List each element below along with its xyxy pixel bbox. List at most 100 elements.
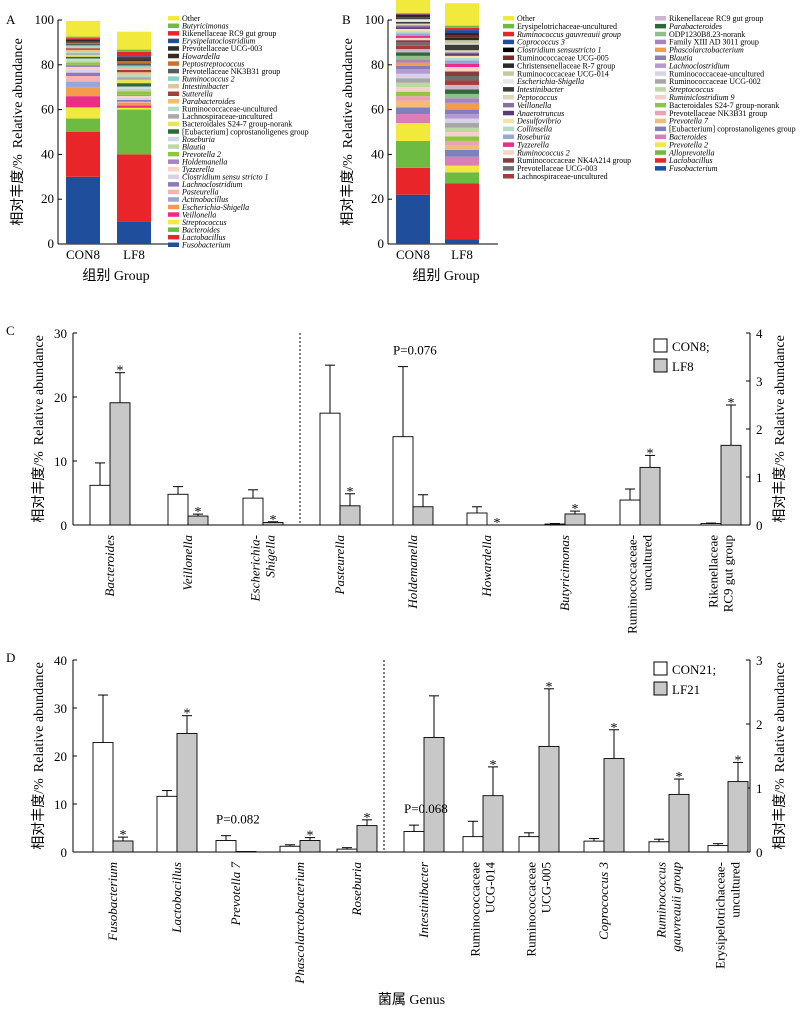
legend-swatch (168, 83, 179, 89)
legend-swatch (655, 79, 666, 84)
category-label: RC9 gut group (721, 535, 736, 612)
legend-label: [Eubacterium] coprostanoligenes group (182, 127, 309, 136)
category-label: Erysipelotrichaceae- (713, 862, 728, 969)
legend-label: CON8; (672, 339, 710, 354)
right-tick-label: 3 (756, 374, 763, 389)
stack-segment (445, 30, 479, 34)
stack-segment (117, 59, 151, 61)
stack-segment (396, 18, 430, 20)
legend-swatch (168, 99, 179, 104)
stack-segment (66, 46, 100, 49)
category-label: Lactobacillus (169, 862, 184, 934)
legend-label: Lachnospiraceae-uncultured (517, 172, 608, 181)
legend-label: Ruminococcaceae-uncultured (669, 69, 764, 78)
legend-swatch (503, 31, 514, 37)
legend-swatch (168, 242, 179, 247)
stack-segment (445, 114, 479, 119)
stack-segment (396, 14, 430, 16)
legend-swatch (655, 166, 666, 171)
category-label: uncultured (640, 535, 655, 591)
stack-segment (66, 60, 100, 63)
left-tick-label: 10 (54, 454, 67, 469)
legend-label: LF21 (672, 682, 700, 697)
legend-swatch (168, 38, 179, 44)
category-label: Coprococcus 3 (596, 862, 611, 940)
legend-label: Blautia (182, 142, 206, 151)
legend-label: Roseburia (181, 135, 215, 144)
legend-swatch (168, 234, 179, 240)
stack-segment (66, 51, 100, 54)
treatment-bar (538, 745, 560, 853)
control-bar (403, 831, 425, 853)
category-label: Shigella (263, 535, 278, 578)
category-label: UCG-005 (539, 862, 554, 913)
legend-label: Lactobacillus (668, 156, 713, 165)
right-y-axis-label-C: 相对丰度/% Relative abundance (772, 335, 788, 523)
legend-swatch (655, 118, 666, 124)
legend-swatch (168, 174, 179, 180)
panel-label-D: D (6, 650, 15, 665)
treatment-bar (356, 825, 378, 853)
stack-segment (66, 62, 100, 65)
legend-swatch (168, 121, 179, 127)
stack-segment (117, 74, 151, 78)
legend-label: Ruminococcaceae UCG-002 (669, 77, 761, 86)
legend-swatch (168, 159, 179, 164)
legend-label: Peptococcus (516, 93, 557, 102)
legend-swatch (168, 136, 179, 142)
y-axis-label-cn: 相对丰度/% (31, 778, 47, 850)
control-bar (648, 841, 670, 853)
y-axis-label-cn: 相对丰度/% (772, 451, 788, 523)
category-label: Roseburia (349, 862, 364, 917)
stack-segment (445, 43, 479, 45)
stack-segment (117, 154, 151, 222)
legend-swatch (168, 23, 179, 29)
legend-label: Tyzzerella (182, 165, 214, 174)
legend-swatch (503, 79, 514, 84)
category-label: Ruminococcus (654, 862, 669, 939)
legend-swatch (168, 53, 179, 59)
stack-segment (445, 93, 479, 99)
p-value-annotation: P=0.076 (393, 343, 437, 358)
legend-label: Family XIII AD 3011 group (669, 38, 759, 47)
stack-segment (117, 69, 151, 73)
significance-marker: * (728, 396, 735, 411)
control-bar (242, 497, 264, 526)
stack-segment (396, 23, 430, 26)
stack-segment (66, 118, 100, 132)
stack-segment (445, 239, 479, 244)
legend-swatch (168, 197, 179, 202)
y-tick-label: 40 (371, 146, 384, 161)
stack-segment (445, 132, 479, 137)
right-tick-label: 1 (756, 470, 763, 485)
significance-marker: * (117, 364, 124, 379)
left-y-axis-label-C: 相对丰度/% Relative abundance (31, 335, 47, 523)
y-axis-label-en: Relative abundance (11, 38, 26, 148)
legend-label: Lachnospiraceae-uncultured (182, 112, 273, 121)
stack-segment (117, 104, 151, 106)
category-label: Intestinibacter (416, 861, 431, 939)
stack-segment (117, 56, 151, 59)
stack-segment (117, 107, 151, 110)
stack-segment (396, 0, 430, 14)
stack-segment (66, 48, 100, 50)
legend-label: Clostridium sensustricto 1 (517, 46, 601, 55)
legend-swatch (655, 134, 666, 139)
stack-segment (396, 42, 430, 46)
stack-segment (445, 102, 479, 110)
stack-segment (445, 165, 479, 173)
stack-segment (117, 86, 151, 89)
stack-segment (445, 27, 479, 31)
legend-swatch-control (653, 661, 668, 676)
legend-swatch (168, 76, 179, 81)
legend-swatch (655, 158, 666, 163)
stack-segment (396, 40, 430, 43)
stack-segment (396, 167, 430, 195)
category-label: CON8 (396, 247, 430, 262)
legend-label: Lactobacillus (181, 233, 226, 242)
y-axis-label-en: Relative abundance (32, 662, 47, 772)
legend-label: Intestinibacter (181, 82, 230, 91)
legend-label: Sutterella (182, 90, 213, 99)
significance-marker: * (195, 505, 202, 520)
